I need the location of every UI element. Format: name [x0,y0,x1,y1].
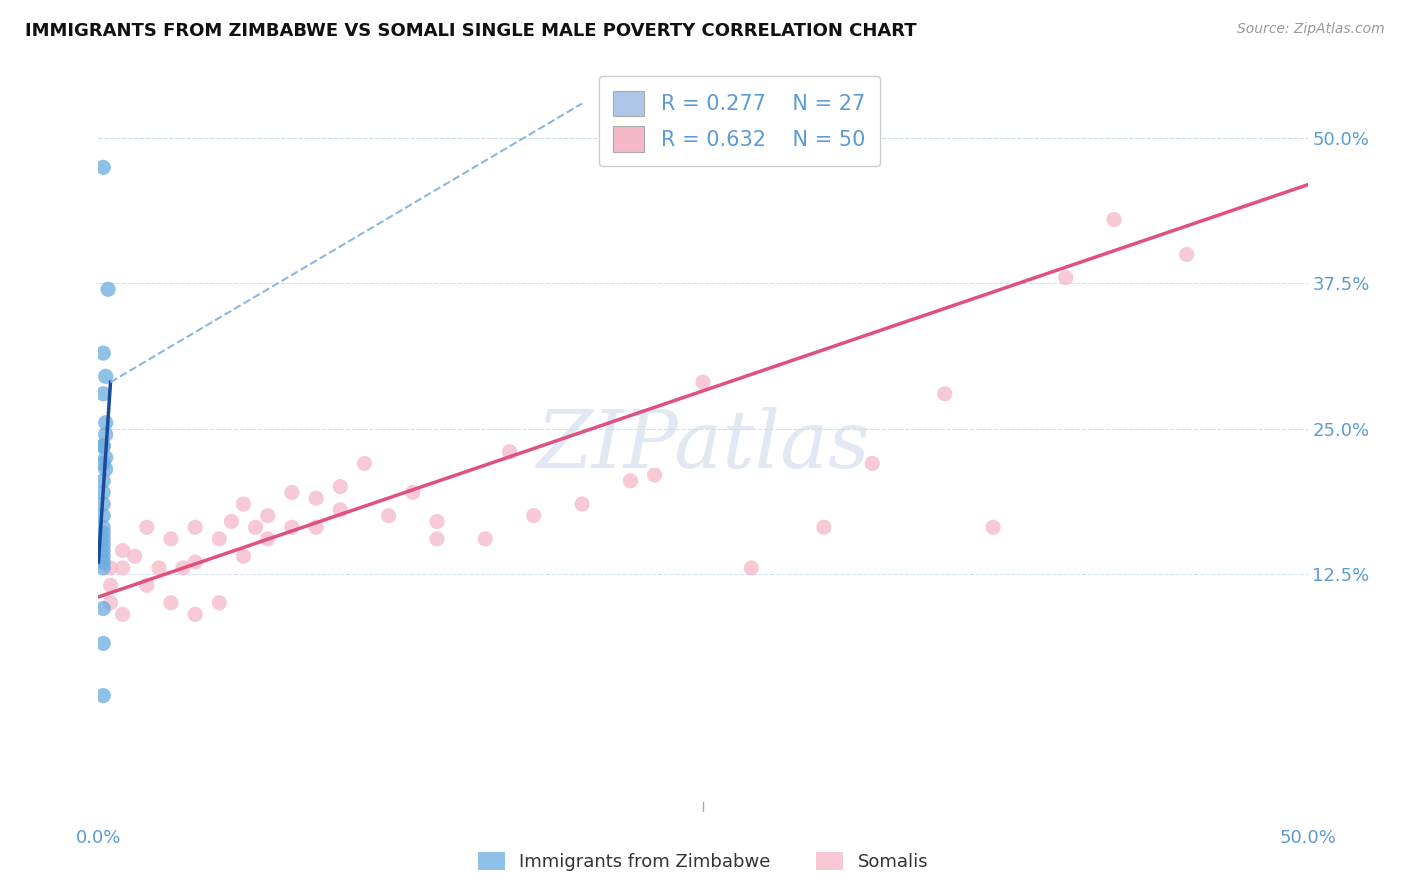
Point [111,561,134,575]
Point [91,457,114,471]
Text: IMMIGRANTS FROM ZIMBABWE VS SOMALI SINGLE MALE POVERTY CORRELATION CHART: IMMIGRANTS FROM ZIMBABWE VS SOMALI SINGL… [25,22,917,40]
Point [97,282,120,296]
Point [91,543,114,558]
Point [111,607,134,622]
Point [91,636,114,650]
Point [135,578,157,592]
Point [619,474,641,488]
Point [281,520,304,534]
Text: 0.0%: 0.0% [76,830,121,847]
Point [813,520,835,534]
Point [94,369,117,384]
Point [100,578,122,592]
Point [1175,247,1198,261]
Point [184,607,207,622]
Point [91,520,114,534]
Point [94,462,117,476]
Text: 50.0%: 50.0% [1279,830,1336,847]
Point [329,503,352,517]
Point [91,439,114,453]
Point [281,485,304,500]
Point [353,457,375,471]
Point [232,549,254,564]
Point [256,508,278,523]
Point [94,416,117,430]
Point [208,596,231,610]
Point [91,439,114,453]
Point [111,543,134,558]
Point [571,497,593,511]
Point [91,346,114,360]
Point [100,596,122,610]
Point [256,532,278,546]
Point [523,508,546,523]
Point [160,596,183,610]
Point [91,555,114,569]
Point [124,549,146,564]
Point [377,508,399,523]
Point [644,468,666,483]
Point [426,532,449,546]
Point [498,445,520,459]
Point [184,520,207,534]
Point [305,520,328,534]
Point [91,497,114,511]
Point [692,375,714,389]
Point [245,520,267,534]
Point [91,538,114,552]
Point [208,532,231,546]
Point [91,161,114,175]
Point [100,561,122,575]
Point [1054,270,1077,285]
Point [426,515,449,529]
Point [232,497,254,511]
Point [91,485,114,500]
Point [91,549,114,564]
Point [160,532,183,546]
Point [91,508,114,523]
Point [135,520,157,534]
Text: ZIPatlas: ZIPatlas [536,408,870,484]
Point [91,532,114,546]
Point [329,480,352,494]
Legend: Immigrants from Zimbabwe, Somalis: Immigrants from Zimbabwe, Somalis [471,845,935,879]
Point [91,561,114,575]
Point [981,520,1004,534]
Point [740,561,762,575]
Point [91,526,114,541]
Point [1102,212,1125,227]
Point [94,427,117,442]
Point [402,485,425,500]
Point [91,474,114,488]
Point [91,689,114,703]
Point [474,532,496,546]
Point [172,561,194,575]
Point [934,386,956,401]
Point [148,561,170,575]
Point [94,450,117,465]
Text: Source: ZipAtlas.com: Source: ZipAtlas.com [1237,22,1385,37]
Point [91,386,114,401]
Legend: R = 0.277    N = 27, R = 0.632    N = 50: R = 0.277 N = 27, R = 0.632 N = 50 [599,76,880,167]
Point [221,515,243,529]
Point [860,457,883,471]
Point [91,601,114,615]
Point [184,555,207,569]
Point [305,491,328,506]
